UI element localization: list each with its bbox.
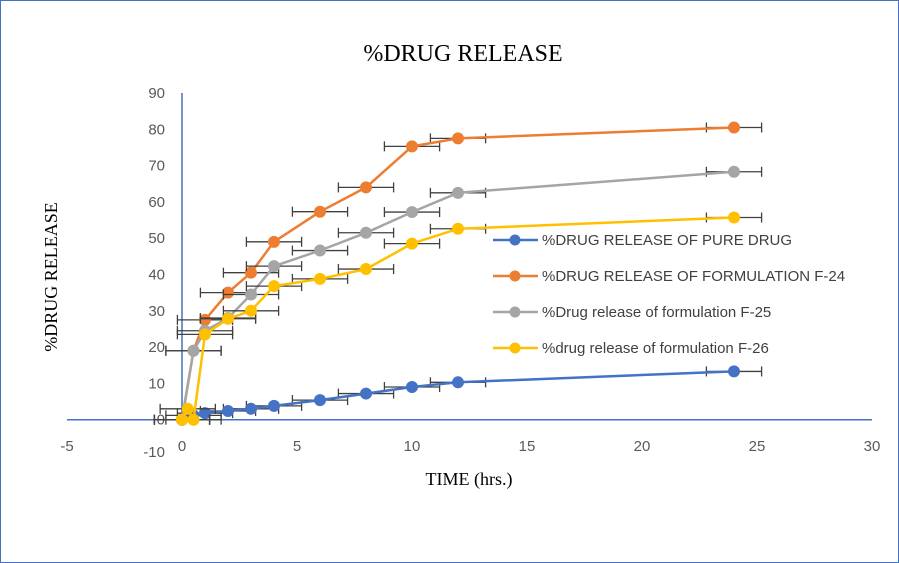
data-point [314, 244, 326, 257]
legend-label: %Drug release of formulation F-25 [542, 304, 771, 321]
x-axis-title: TIME (hrs.) [426, 469, 513, 490]
x-tick-label: 5 [293, 438, 301, 455]
data-point [314, 272, 326, 285]
data-point [360, 226, 372, 239]
y-tick-label: 90 [148, 85, 165, 102]
legend-label: %DRUG RELEASE OF PURE DRUG [542, 232, 792, 249]
x-tick-label: 25 [749, 438, 766, 455]
data-point [314, 205, 326, 218]
data-point [245, 266, 257, 279]
data-point [314, 394, 326, 407]
data-point [199, 328, 211, 341]
legend-marker [509, 342, 521, 354]
legend-marker [509, 306, 521, 318]
data-point [199, 407, 211, 420]
y-tick-label: 20 [148, 339, 165, 356]
data-point [222, 286, 234, 299]
data-point [187, 344, 200, 357]
x-tick-label: 20 [634, 438, 651, 455]
data-point [360, 263, 372, 276]
data-point [406, 140, 418, 153]
data-point [222, 404, 234, 417]
x-tick-label: 15 [519, 438, 536, 455]
legend-marker [509, 234, 521, 246]
series-1 [153, 365, 763, 426]
data-point [268, 399, 280, 412]
x-tick-label: -5 [60, 438, 73, 455]
y-tick-label: 10 [148, 375, 165, 392]
data-point [452, 222, 464, 235]
plot-area [153, 121, 763, 426]
y-tick-label: 50 [148, 230, 165, 247]
data-point [245, 288, 257, 301]
data-point [245, 304, 257, 317]
data-point [181, 402, 194, 415]
data-point [360, 387, 372, 400]
data-point [187, 413, 200, 426]
y-tick-label: -10 [143, 444, 165, 461]
data-point [406, 381, 418, 394]
y-tick-label: 30 [148, 303, 165, 320]
legend-item: %DRUG RELEASE OF FORMULATION F-24 [493, 268, 845, 285]
legend-marker [509, 270, 521, 282]
legend-label: %drug release of formulation F-26 [542, 340, 769, 357]
legend-item: %Drug release of formulation F-25 [493, 304, 771, 321]
y-tick-label: 70 [148, 158, 165, 175]
data-point [268, 280, 280, 293]
data-point [268, 260, 280, 273]
x-tick-label: 0 [178, 438, 186, 455]
error-bars [153, 366, 763, 425]
legend-label: %DRUG RELEASE OF FORMULATION F-24 [542, 268, 845, 285]
data-point [452, 376, 464, 389]
data-point [728, 365, 740, 378]
y-axis-title: %DRUG RELEASE [41, 202, 61, 352]
data-point [452, 186, 464, 199]
y-tick-label: 80 [148, 121, 165, 138]
legend: %DRUG RELEASE OF PURE DRUG %DRUG RELEASE … [493, 232, 845, 357]
data-point [728, 165, 740, 178]
data-point [360, 181, 372, 194]
data-point [245, 402, 257, 415]
data-point [452, 132, 464, 145]
series-4 [153, 211, 763, 426]
data-point [728, 121, 740, 134]
chart-title: %DRUG RELEASE [363, 41, 562, 67]
data-point [728, 211, 740, 224]
y-tick-label: 40 [148, 267, 165, 284]
legend-item: %DRUG RELEASE OF PURE DRUG [493, 232, 792, 249]
y-tick-label: 60 [148, 194, 165, 211]
data-point [222, 312, 234, 325]
data-point [406, 237, 418, 250]
x-tick-label: 10 [404, 438, 421, 455]
x-tick-label: 30 [864, 438, 881, 455]
data-point [406, 206, 418, 219]
data-point [176, 413, 188, 426]
legend-item: %drug release of formulation F-26 [493, 340, 769, 357]
data-point [199, 313, 211, 326]
axes [67, 93, 872, 421]
data-point [268, 235, 280, 248]
